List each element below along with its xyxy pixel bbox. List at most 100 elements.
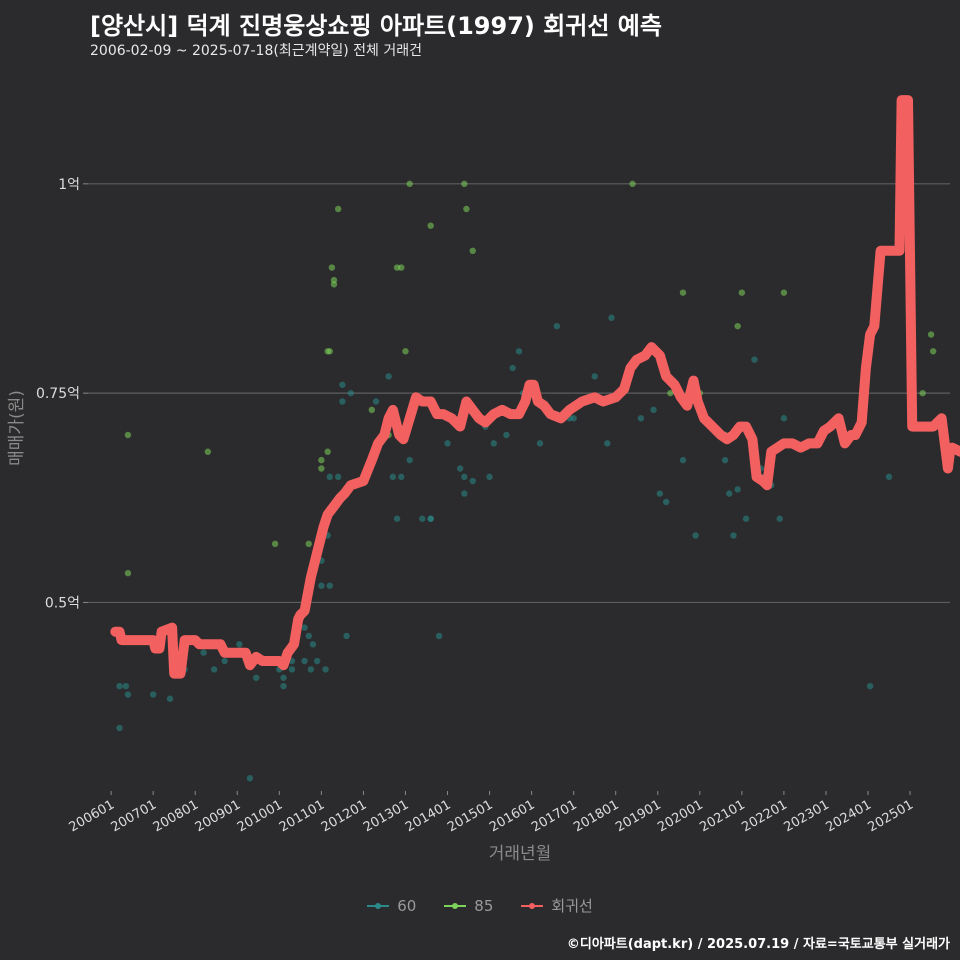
point-60 bbox=[656, 490, 664, 497]
x-tick-label: 202401 bbox=[824, 797, 874, 835]
x-tick-label: 201001 bbox=[235, 797, 285, 835]
point-60 bbox=[318, 582, 325, 589]
x-tick-label: 200901 bbox=[193, 797, 243, 835]
y-tick-label: 1억 bbox=[58, 177, 80, 193]
point-60 bbox=[122, 682, 130, 690]
point-60 bbox=[334, 473, 342, 481]
point-85 bbox=[427, 222, 434, 229]
y-tick-label: 0.75억 bbox=[36, 386, 80, 402]
point-85 bbox=[334, 205, 342, 213]
point-85 bbox=[469, 247, 476, 255]
point-60 bbox=[509, 364, 516, 372]
point-85 bbox=[679, 289, 687, 296]
point-60 bbox=[116, 724, 123, 732]
point-60 bbox=[301, 657, 308, 665]
point-60 bbox=[313, 657, 321, 665]
x-tick-label: 201701 bbox=[529, 797, 579, 835]
point-85 bbox=[368, 406, 376, 414]
source-caption: ©디아파트(dapt.kr) / 2025.07.19 / 자료=국토교통부 실… bbox=[566, 937, 950, 952]
y-axis-label: 매매가(원) bbox=[7, 390, 27, 466]
point-60 bbox=[536, 440, 544, 447]
point-60 bbox=[280, 682, 287, 690]
point-60 bbox=[780, 415, 788, 422]
point-85 bbox=[305, 540, 312, 548]
point-85 bbox=[318, 465, 325, 472]
point-60 bbox=[515, 348, 523, 355]
point-60 bbox=[650, 406, 657, 414]
point-60 bbox=[301, 624, 308, 631]
point-85 bbox=[780, 289, 788, 296]
point-60 bbox=[730, 532, 737, 539]
point-60 bbox=[149, 691, 157, 698]
point-60 bbox=[885, 473, 893, 481]
point-85 bbox=[124, 431, 132, 439]
legend-key-regression bbox=[521, 899, 544, 913]
point-85 bbox=[461, 180, 468, 188]
x-tick-label: 201501 bbox=[445, 797, 495, 835]
point-60 bbox=[444, 440, 451, 447]
regression-line bbox=[110, 95, 960, 679]
legend-label-85: 85 bbox=[474, 896, 494, 915]
point-60 bbox=[210, 666, 218, 673]
point-85 bbox=[927, 331, 935, 338]
point-60 bbox=[469, 477, 476, 485]
point-60 bbox=[326, 582, 333, 589]
point-60 bbox=[608, 314, 615, 321]
point-60 bbox=[427, 515, 434, 522]
chart-title: [양산시] 덕계 진명웅상쇼핑 아파트(1997) 회귀선 예측 bbox=[90, 12, 662, 40]
point-60 bbox=[419, 515, 426, 522]
point-60 bbox=[866, 682, 874, 690]
chart-subtitle: 2006-02-09 ~ 2025-07-18(최근계약일) 전체 거래건 bbox=[90, 43, 422, 59]
point-60 bbox=[385, 373, 392, 380]
point-60 bbox=[236, 641, 243, 648]
point-60 bbox=[246, 775, 254, 782]
point-60 bbox=[339, 381, 346, 388]
legend-item-85: 85 bbox=[444, 895, 493, 916]
grid-lines bbox=[88, 183, 950, 604]
point-85 bbox=[204, 448, 212, 455]
point-85 bbox=[629, 180, 636, 188]
point-60 bbox=[662, 498, 670, 506]
point-60 bbox=[307, 666, 315, 673]
point-85 bbox=[738, 289, 746, 296]
point-60 bbox=[322, 666, 329, 673]
y-axis-ticks: 0.5억 0.75억 1억 bbox=[36, 177, 88, 611]
point-85 bbox=[318, 456, 325, 464]
x-axis-ticks: 2006012007012008012009012010012011012012… bbox=[67, 791, 916, 835]
x-tick-label: 201801 bbox=[571, 797, 621, 835]
point-60 bbox=[326, 473, 333, 481]
legend-item-regression: 회귀선 bbox=[521, 895, 593, 916]
point-85 bbox=[324, 448, 331, 455]
point-60 bbox=[591, 373, 598, 380]
x-tick-label: 201201 bbox=[319, 797, 369, 835]
x-tick-label: 201101 bbox=[277, 797, 327, 835]
point-60 bbox=[726, 490, 733, 497]
point-60 bbox=[503, 431, 510, 439]
point-60 bbox=[490, 440, 497, 447]
point-60 bbox=[461, 490, 468, 497]
scatter-points bbox=[116, 180, 937, 782]
point-60 bbox=[393, 515, 401, 522]
point-60 bbox=[570, 415, 577, 422]
point-60 bbox=[461, 473, 468, 481]
point-60 bbox=[347, 389, 355, 397]
point-60 bbox=[221, 657, 228, 665]
point-85 bbox=[463, 205, 470, 213]
legend-key-60 bbox=[367, 899, 390, 913]
point-60 bbox=[553, 322, 561, 330]
point-60 bbox=[679, 456, 687, 464]
point-60 bbox=[309, 641, 317, 648]
point-85 bbox=[330, 281, 338, 288]
point-85 bbox=[328, 264, 336, 271]
x-tick-label: 201301 bbox=[361, 797, 411, 835]
x-tick-label: 200701 bbox=[109, 797, 159, 835]
point-60 bbox=[389, 473, 397, 481]
point-60 bbox=[637, 415, 645, 422]
point-85 bbox=[406, 180, 413, 188]
x-tick-label: 202101 bbox=[697, 797, 747, 835]
y-tick-label: 0.5억 bbox=[45, 595, 80, 611]
point-60 bbox=[486, 473, 493, 481]
point-60 bbox=[252, 674, 260, 681]
point-60 bbox=[398, 473, 405, 481]
